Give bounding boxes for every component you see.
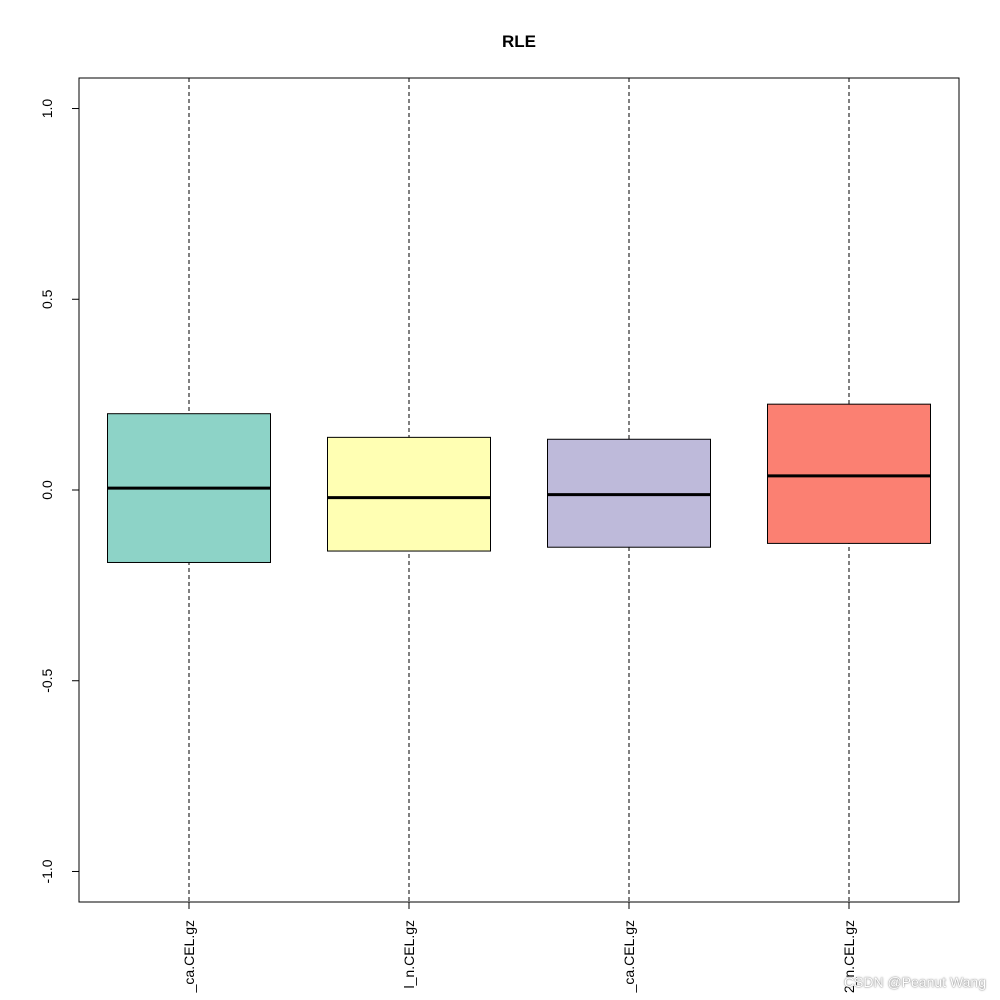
y-tick-label: -1.0 (39, 859, 55, 883)
y-tick-label: 1.0 (39, 99, 55, 119)
y-tick-label: -0.5 (39, 668, 55, 692)
x-tick-label: _ca.CEL.gz (621, 920, 637, 993)
y-axis: -1.0 -0.5 0.0 0.5 1.0 (39, 99, 79, 884)
x-tick-label: _ca.CEL.gz (181, 920, 197, 993)
plot-frame (78, 77, 960, 903)
chart-title: RLE (502, 32, 536, 51)
y-tick-label: 0.5 (39, 289, 55, 309)
box-group (107, 403, 931, 563)
box-iqr (327, 436, 491, 552)
y-tick-label: 0.0 (39, 480, 55, 500)
x-tick-label: l_n.CEL.gz (401, 920, 417, 988)
watermark: CSDN @Peanut Wang (843, 974, 986, 990)
x-axis: _ca.CEL.gz l_n.CEL.gz _ca.CEL.gz 2_n.CEL.gz (181, 902, 857, 993)
box-iqr (767, 403, 931, 544)
whisker-group (188, 78, 850, 902)
x-tick-label: 2_n.CEL.gz (841, 920, 857, 993)
